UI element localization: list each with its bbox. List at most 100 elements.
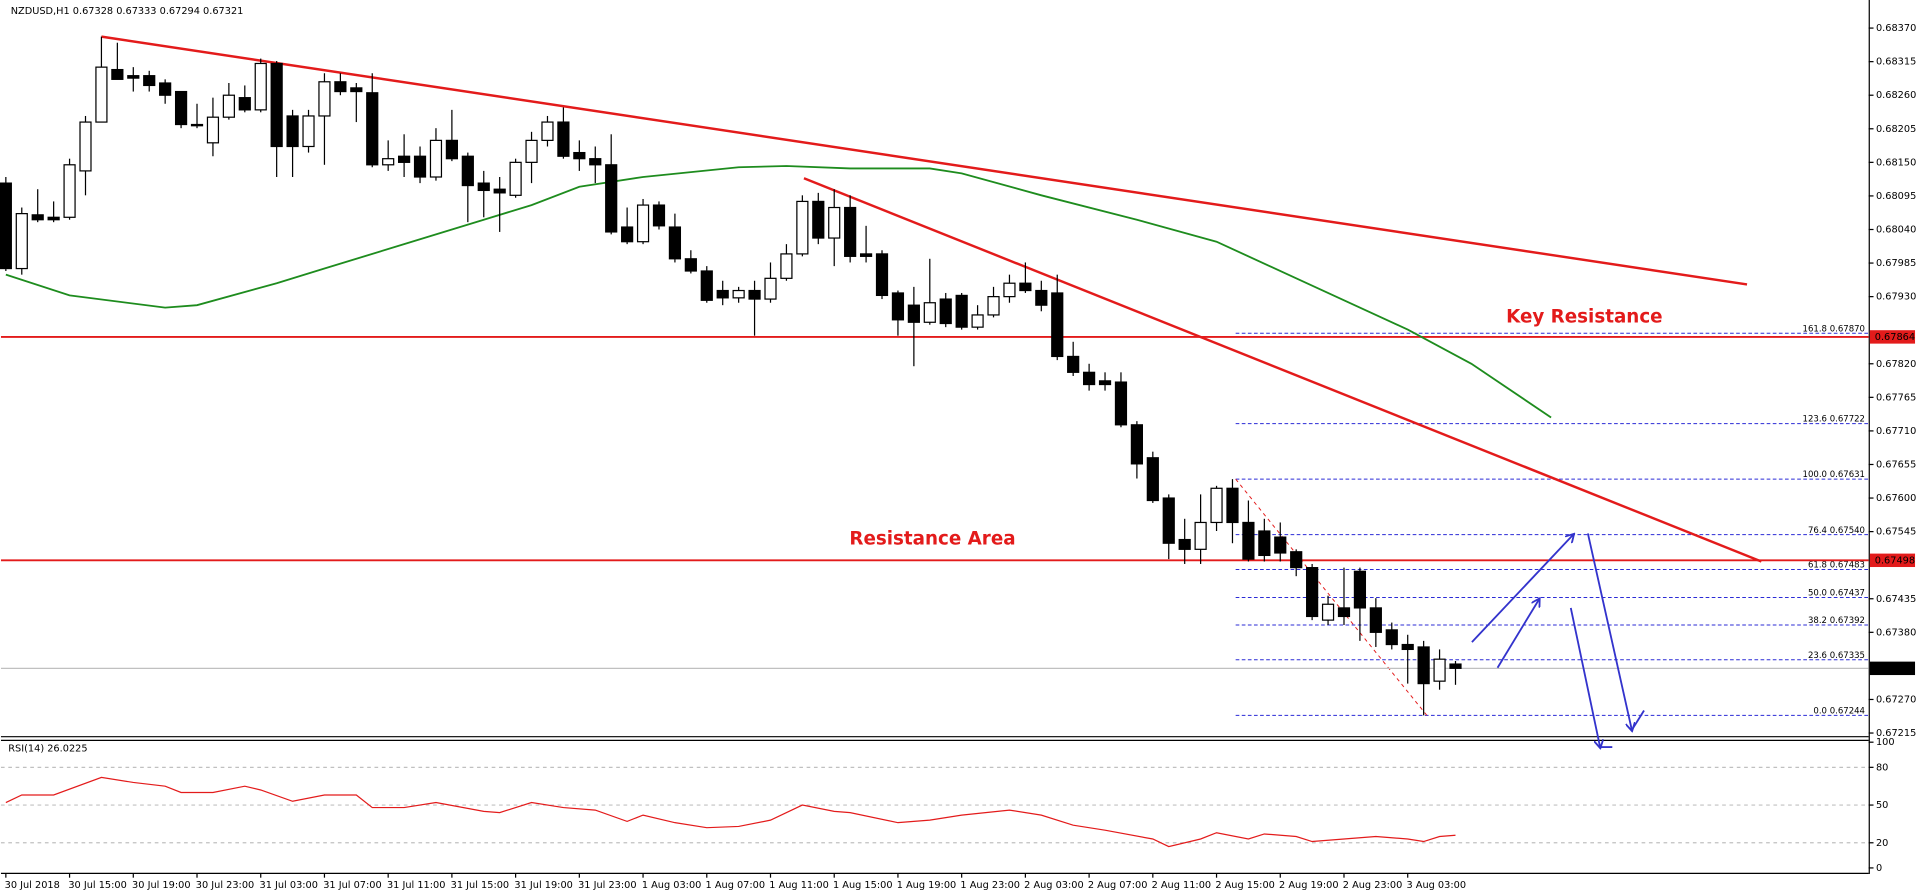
candle-body [859,253,873,257]
fib-price: 0.67244 [1830,706,1865,716]
price-tag [1869,553,1916,568]
fib-ratio: 123.6 [1803,414,1827,424]
y-tick-label: 0.68205 [1876,124,1916,135]
candle-body [1083,371,1096,386]
y-tick-label: 0.68260 [1876,90,1916,101]
x-tick-label: 1 Aug 15:00 [833,880,893,891]
candle-body [1433,658,1446,682]
arrow [1586,533,1632,730]
annotation: Resistance Area [849,529,1015,550]
candle-body [684,258,697,272]
candle-body [1194,521,1207,550]
arrow [1631,709,1645,731]
candle-body [971,314,984,328]
candle-body [541,121,554,141]
candle-body [174,90,188,126]
fib-ratio: 100.0 [1803,470,1827,480]
x-tick-label: 30 Jul 2018 [5,880,60,891]
fib-label: 38.2 0.67392 [1808,616,1865,626]
fib-ratio: 0.0 [1813,706,1827,716]
fib-price: 0.67483 [1830,560,1865,570]
y-tick-label: 0.67435 [1876,594,1916,605]
x-tick-label: 1 Aug 03:00 [642,880,702,891]
y-tick-label: 0.67710 [1876,426,1916,437]
fib-label: 23.6 0.67335 [1808,650,1865,660]
fib-label: 76.4 0.67540 [1808,525,1865,535]
candle-body [1210,487,1223,524]
y-tick-label: 0.67930 [1876,292,1916,303]
candle-body [557,121,570,157]
candle-body [445,139,458,160]
x-tick-label: 31 Jul 23:00 [578,880,636,891]
candle-body [796,200,809,255]
arrow [1569,607,1600,747]
candle-body [159,82,172,96]
y-tick-label: 0.67380 [1876,627,1916,638]
fib-price: 0.67335 [1830,650,1865,660]
candle-body [700,270,713,301]
fib-ratio: 161.8 [1803,324,1827,334]
fib-label: 50.0 0.67437 [1808,588,1865,598]
y-tick-label: 0.67545 [1876,527,1916,538]
candle-body [732,289,745,299]
candle-body [1242,521,1255,560]
candle-body [907,304,920,323]
fib-label: 123.6 0.67722 [1803,414,1865,424]
fib-label: 161.8 0.67870 [1803,324,1865,334]
y-tick-label: 0.67270 [1876,694,1916,705]
trend-line [101,35,1748,286]
candle-body [1306,567,1319,618]
fib-price: 0.67722 [1830,414,1865,424]
candle-body [206,116,220,144]
y-tick-label: 0.67215 [1876,728,1916,739]
candle-body [0,182,12,270]
candle-body [143,75,156,87]
candle-body [127,75,140,79]
x-tick-label: 2 Aug 23:00 [1343,880,1403,891]
x-tick-label: 2 Aug 07:00 [1088,880,1148,891]
candle-body [334,81,347,93]
candle-body [461,155,474,187]
x-tick-label: 30 Jul 23:00 [196,880,254,891]
x-tick-label: 2 Aug 19:00 [1279,880,1339,891]
fib-price: 0.67437 [1830,588,1865,598]
rsi-tick-label: 50 [1876,800,1888,811]
candle-body [413,155,427,178]
candle-body [318,81,331,117]
candle-body [605,164,618,233]
candle-body [366,92,379,166]
x-tick-label: 1 Aug 11:00 [769,880,829,891]
candle-body [302,115,315,148]
y-tick-label: 0.68095 [1876,191,1916,202]
y-tick-label: 0.67820 [1876,359,1916,370]
fib-ratio: 61.8 [1808,560,1827,570]
y-tick-label: 0.68370 [1876,23,1916,34]
x-tick-label: 2 Aug 03:00 [1024,880,1084,891]
candle-body [1019,282,1032,292]
candle-body [1226,487,1239,524]
candle-body [891,292,905,321]
fib-price: 0.67870 [1830,324,1865,334]
price-tag-label: 0.67864 [1875,332,1915,343]
y-tick-label: 0.67985 [1876,258,1916,269]
y-tick-label: 0.67655 [1876,459,1916,470]
rsi-tick-label: 80 [1876,762,1888,773]
fib-label: 100.0 0.67631 [1803,470,1865,480]
candle-body [1146,457,1159,502]
candle-body [1321,603,1335,621]
arrow [1471,535,1573,643]
candle-body [621,226,634,243]
x-tick-label: 31 Jul 19:00 [514,880,572,891]
candle-body [1003,282,1016,298]
candle-body [429,139,443,178]
candle-body [1401,643,1414,651]
candle-body [509,161,522,196]
price-tag-label: 0.67321 [1875,663,1915,674]
candle-body [1417,646,1430,685]
candle-body [1385,629,1398,646]
candle-body [987,296,1000,316]
y-tick-label: 0.68150 [1876,157,1916,168]
x-tick-label: 30 Jul 19:00 [132,880,190,891]
candle-body [1114,381,1128,426]
